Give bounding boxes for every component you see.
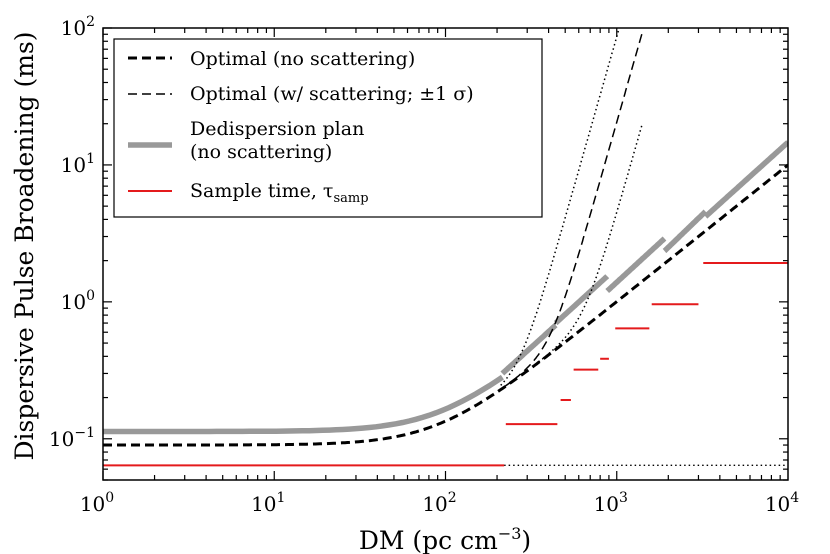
dedispersion-plan-segment-1 xyxy=(500,323,558,376)
y-tick-label: 10−1 xyxy=(49,425,95,451)
axis-tick-labels: 100 101 102 103 104 10−1 100 101 102 xyxy=(49,14,799,516)
x-tick-label: 102 xyxy=(422,490,456,516)
dedispersion-plan-segment-0 xyxy=(103,374,504,435)
plot-curves xyxy=(103,28,788,467)
axis-ticks xyxy=(102,27,788,481)
y-tick-label: 102 xyxy=(61,14,95,40)
legend-label-scattering: Optimal (w/ scattering; ±1 σ) xyxy=(190,83,474,105)
legend: Optimal (no scattering) Optimal (w/ scat… xyxy=(113,38,543,218)
x-tick-label: 103 xyxy=(594,490,628,516)
legend-label-optimal: Optimal (no scattering) xyxy=(190,48,415,70)
dedispersion-plan-segment-3 xyxy=(605,236,667,294)
y-tick-label: 100 xyxy=(61,288,95,314)
optimal-scattering-plus-sigma-line xyxy=(500,28,620,386)
optimal-scattering-minus-sigma-line xyxy=(538,125,643,363)
optimal-scattering-mean-line xyxy=(501,33,643,389)
legend-label-dedispersion: Dedispersion plan xyxy=(190,118,364,140)
x-tick-label: 101 xyxy=(251,490,285,516)
legend-label-dedispersion-line2: (no scattering) xyxy=(190,141,332,163)
x-tick-label: 100 xyxy=(80,490,114,516)
dedispersion-plan-segment-5 xyxy=(703,140,788,219)
dedispersion-plan-segment-2 xyxy=(553,274,610,326)
x-tick-label: 104 xyxy=(765,490,799,516)
legend-box xyxy=(113,38,543,218)
optimal-no-scattering-line xyxy=(103,163,788,447)
x-axis-label: DM (pc cm−3) xyxy=(359,524,531,554)
y-tick-label: 101 xyxy=(61,151,95,177)
y-axis-label: Dispersive Pulse Broadening (ms) xyxy=(10,31,39,460)
dedispersion-plan-segment-4 xyxy=(662,209,708,254)
legend-label-sample-time: Sample time, τsamp xyxy=(190,180,369,206)
